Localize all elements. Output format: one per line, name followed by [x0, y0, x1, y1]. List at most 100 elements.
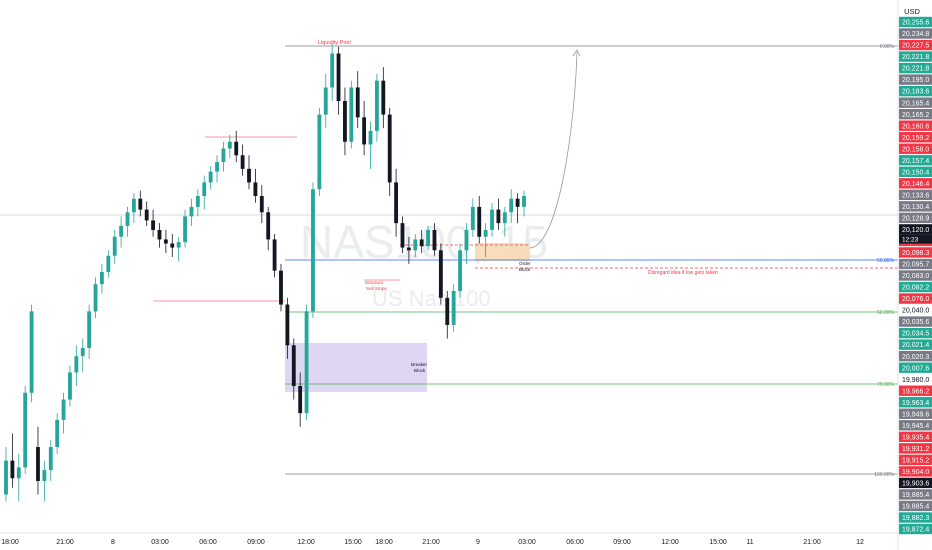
candle[interactable]: [515, 198, 520, 207]
price-tag[interactable]: [899, 39, 932, 51]
candle[interactable]: [4, 460, 8, 495]
price-tag[interactable]: [899, 85, 932, 97]
candle[interactable]: [87, 311, 92, 348]
candle[interactable]: [202, 182, 207, 197]
candle[interactable]: [317, 114, 322, 190]
candle[interactable]: [74, 356, 79, 373]
price-tag[interactable]: [899, 281, 932, 293]
price-tag[interactable]: [899, 489, 932, 500]
candle[interactable]: [247, 168, 251, 183]
price-tag[interactable]: [899, 397, 932, 408]
price-tag[interactable]: [899, 270, 932, 281]
price-tag[interactable]: [899, 74, 932, 85]
candle[interactable]: [490, 209, 494, 230]
candle[interactable]: [42, 470, 47, 481]
price-tag[interactable]: [899, 477, 932, 489]
candle[interactable]: [29, 311, 34, 393]
candle[interactable]: [163, 239, 168, 244]
candle[interactable]: [266, 212, 271, 240]
price-tag[interactable]: [899, 62, 932, 74]
candle[interactable]: [106, 255, 111, 272]
candle[interactable]: [227, 141, 232, 149]
candle[interactable]: [259, 196, 264, 213]
candle[interactable]: [23, 392, 28, 468]
candle[interactable]: [400, 223, 405, 248]
price-tag[interactable]: [899, 385, 932, 396]
candle[interactable]: [234, 141, 239, 156]
order-block-zone[interactable]: [475, 243, 530, 261]
price-tag[interactable]: [899, 120, 932, 131]
price-tag[interactable]: [899, 293, 932, 304]
candle[interactable]: [80, 347, 85, 357]
candle[interactable]: [419, 239, 424, 247]
price-tag[interactable]: [899, 108, 932, 120]
candle[interactable]: [189, 206, 194, 217]
candle[interactable]: [330, 53, 335, 88]
candle[interactable]: [195, 196, 200, 207]
candle[interactable]: [502, 212, 507, 224]
price-tag[interactable]: [899, 51, 932, 62]
price-tag[interactable]: [899, 362, 932, 373]
candle[interactable]: [304, 311, 309, 414]
candle[interactable]: [36, 447, 40, 481]
price-tag[interactable]: [899, 339, 932, 350]
candle[interactable]: [509, 198, 514, 213]
candle[interactable]: [311, 189, 315, 312]
candle[interactable]: [112, 236, 117, 256]
price-tag[interactable]: [899, 443, 932, 454]
candle[interactable]: [368, 130, 373, 145]
candle[interactable]: [68, 372, 72, 400]
price-tag[interactable]: [899, 431, 932, 443]
price-tag[interactable]: [899, 454, 932, 466]
candle[interactable]: [374, 80, 379, 131]
candle[interactable]: [387, 114, 392, 183]
candle[interactable]: [55, 419, 60, 448]
projection-curve[interactable]: [529, 51, 578, 249]
price-tag[interactable]: [899, 143, 932, 154]
candle[interactable]: [100, 272, 104, 285]
candle[interactable]: [477, 206, 482, 237]
candle[interactable]: [208, 171, 213, 183]
candle[interactable]: [413, 239, 418, 251]
candle[interactable]: [215, 162, 219, 172]
candle[interactable]: [438, 250, 443, 298]
price-tag[interactable]: [899, 408, 932, 419]
price-tag[interactable]: [899, 28, 932, 39]
candle[interactable]: [496, 209, 501, 224]
candle[interactable]: [131, 198, 136, 213]
price-tag[interactable]: [899, 224, 932, 235]
candle[interactable]: [406, 247, 411, 251]
candle[interactable]: [291, 345, 296, 386]
candle[interactable]: [483, 229, 488, 237]
price-tag[interactable]: [899, 178, 932, 189]
candle[interactable]: [176, 242, 181, 248]
price-tag[interactable]: [899, 512, 932, 523]
candle[interactable]: [458, 250, 462, 291]
candle[interactable]: [445, 297, 450, 325]
candle[interactable]: [125, 212, 130, 226]
price-tag[interactable]: [899, 500, 932, 512]
price-tag[interactable]: [899, 201, 932, 212]
candle[interactable]: [253, 182, 258, 197]
candle[interactable]: [61, 399, 66, 420]
candle[interactable]: [119, 225, 124, 237]
price-tag[interactable]: [899, 155, 932, 166]
candle[interactable]: [93, 284, 98, 312]
price-tag[interactable]: [899, 523, 932, 535]
price-tag[interactable]: [899, 350, 932, 362]
candle[interactable]: [138, 198, 143, 210]
price-tag[interactable]: [899, 466, 932, 477]
candle[interactable]: [343, 101, 347, 142]
price-tag[interactable]: [899, 189, 932, 201]
candle[interactable]: [48, 447, 53, 471]
candle[interactable]: [522, 196, 526, 207]
candle[interactable]: [240, 155, 245, 169]
price-tag[interactable]: [899, 212, 932, 224]
candle[interactable]: [151, 220, 156, 230]
candle[interactable]: [349, 87, 354, 142]
price-tag[interactable]: [899, 16, 932, 28]
price-tag[interactable]: [899, 420, 932, 431]
candle[interactable]: [144, 209, 149, 221]
